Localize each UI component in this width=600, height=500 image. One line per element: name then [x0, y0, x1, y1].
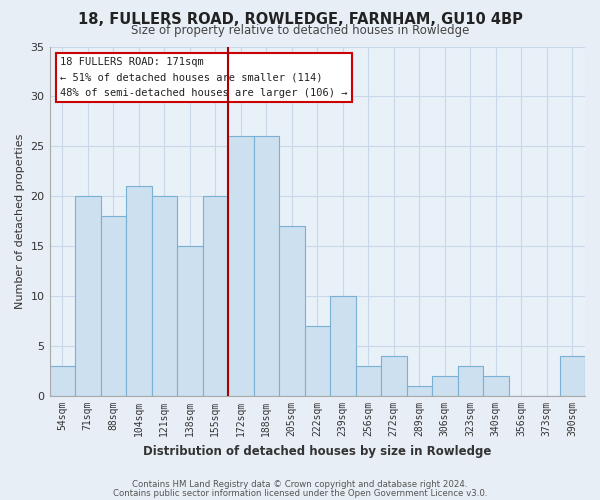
Bar [75, 196, 101, 396]
Bar [407, 386, 432, 396]
Text: Size of property relative to detached houses in Rowledge: Size of property relative to detached ho… [131, 24, 469, 37]
Bar [152, 196, 177, 396]
Bar [483, 376, 509, 396]
Bar [279, 226, 305, 396]
Bar [203, 196, 228, 396]
Bar [432, 376, 458, 396]
Bar [356, 366, 381, 396]
Bar [177, 246, 203, 396]
Bar [50, 366, 75, 396]
Bar [305, 326, 330, 396]
X-axis label: Distribution of detached houses by size in Rowledge: Distribution of detached houses by size … [143, 444, 491, 458]
Bar [330, 296, 356, 396]
Y-axis label: Number of detached properties: Number of detached properties [15, 134, 25, 309]
Bar [254, 136, 279, 396]
Bar [560, 356, 585, 396]
Text: Contains public sector information licensed under the Open Government Licence v3: Contains public sector information licen… [113, 488, 487, 498]
Bar [101, 216, 126, 396]
Bar [381, 356, 407, 396]
Bar [458, 366, 483, 396]
Text: Contains HM Land Registry data © Crown copyright and database right 2024.: Contains HM Land Registry data © Crown c… [132, 480, 468, 489]
Bar [126, 186, 152, 396]
Bar [228, 136, 254, 396]
Text: 18 FULLERS ROAD: 171sqm
← 51% of detached houses are smaller (114)
48% of semi-d: 18 FULLERS ROAD: 171sqm ← 51% of detache… [60, 57, 348, 98]
Text: 18, FULLERS ROAD, ROWLEDGE, FARNHAM, GU10 4BP: 18, FULLERS ROAD, ROWLEDGE, FARNHAM, GU1… [77, 12, 523, 28]
